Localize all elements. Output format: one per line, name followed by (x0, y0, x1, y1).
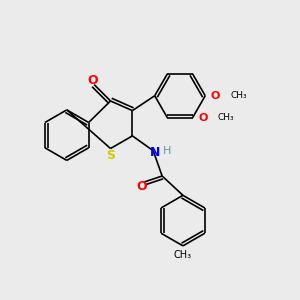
Text: N: N (149, 146, 160, 159)
Text: CH₃: CH₃ (218, 113, 235, 122)
Text: H: H (162, 146, 171, 156)
Text: O: O (198, 112, 208, 123)
Text: O: O (87, 74, 98, 87)
Text: O: O (211, 91, 220, 101)
Text: CH₃: CH₃ (230, 91, 247, 100)
Text: O: O (136, 180, 147, 193)
Text: S: S (106, 148, 115, 162)
Text: CH₃: CH₃ (174, 250, 192, 260)
